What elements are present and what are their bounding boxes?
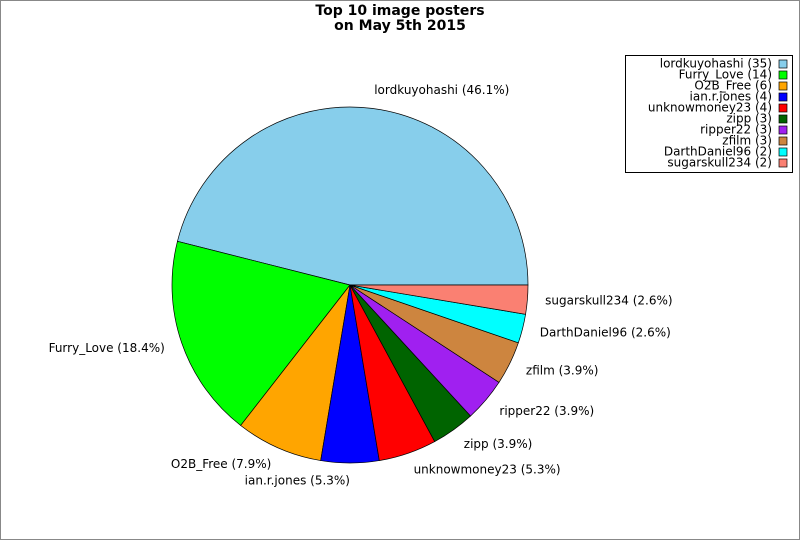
legend-box — [625, 55, 793, 173]
legend-swatch — [778, 114, 788, 124]
chart-title: on May 5th 2015 — [334, 18, 466, 34]
slice-label: ian.r.jones (5.3%) — [245, 473, 350, 487]
legend-swatch — [778, 125, 788, 135]
slice-label: O2B_Free (7.9%) — [171, 457, 271, 471]
legend-label: zfilm (3) — [722, 134, 772, 148]
legend-swatch — [778, 59, 788, 69]
pie-slice — [349, 284, 529, 315]
legend-label: lordkuyohashi (35) — [660, 57, 772, 71]
legend-label: O2B_Free (6) — [694, 79, 772, 93]
legend-label: ripper22 (3) — [700, 123, 772, 137]
slice-label: lordkuyohashi (46.1%) — [374, 83, 509, 97]
legend-swatch — [778, 92, 788, 102]
slice-label: zfilm (3.9%) — [526, 363, 599, 377]
slice-label: sugarskull234 (2.6%) — [545, 294, 672, 308]
slice-label: ripper22 (3.9%) — [499, 404, 594, 418]
legend-label: Furry_Love (14) — [679, 68, 772, 82]
slice-label: DarthDaniel96 (2.6%) — [540, 326, 671, 340]
legend-swatch — [778, 147, 788, 157]
legend-label: DarthDaniel96 (2) — [664, 145, 772, 159]
legend-label: sugarskull234 (2) — [667, 156, 772, 170]
pie-slice — [171, 240, 351, 426]
chart-title: Top 10 image posters — [315, 3, 484, 19]
legend-label: zipp (3) — [726, 112, 772, 126]
legend-swatch — [778, 136, 788, 146]
slice-label: Furry_Love (18.4%) — [49, 341, 165, 355]
legend-swatch — [778, 70, 788, 80]
legend-label: unknowmoney23 (4) — [648, 101, 772, 115]
pie-slice — [177, 106, 529, 286]
slice-label: zipp (3.9%) — [464, 437, 533, 451]
slice-label: unknowmoney23 (5.3%) — [414, 463, 561, 477]
legend-label: ian.r.jones (4) — [690, 90, 772, 104]
legend-swatch — [778, 158, 788, 168]
legend-swatch — [778, 81, 788, 91]
legend-swatch — [778, 103, 788, 113]
